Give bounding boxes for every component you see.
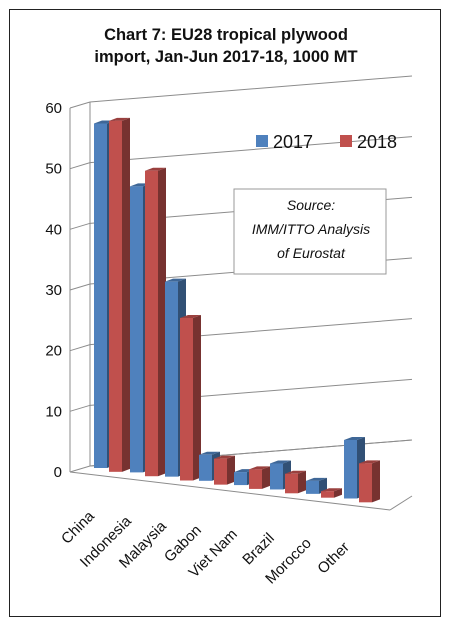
y-tick-labels: 0 10 20 30 40 50 60 <box>45 100 62 481</box>
bar-top <box>165 278 186 282</box>
bar-front <box>165 281 178 477</box>
bar-front <box>321 491 334 498</box>
floor-right-edge <box>389 495 413 511</box>
bar-gabon-2018 <box>214 455 235 485</box>
bar-top <box>321 488 342 492</box>
y-tick-label: 20 <box>45 343 62 360</box>
source-line-1: Source: <box>287 197 335 213</box>
chart-title: Chart 7: EU28 tropical plywood import, J… <box>0 24 452 68</box>
bar-side <box>262 466 270 489</box>
bar-top <box>270 460 291 464</box>
gridline <box>69 75 413 109</box>
bar-top <box>249 466 270 470</box>
legend-swatch-2017 <box>256 135 268 147</box>
bar-side <box>158 167 166 477</box>
legend: 2017 2018 <box>256 132 397 152</box>
y-tick-label: 10 <box>45 403 62 420</box>
bar-morocco-2018 <box>321 488 342 498</box>
x-tick-label: Brazil <box>239 530 278 569</box>
bar-front <box>180 317 193 481</box>
legend-label-2017: 2017 <box>273 132 313 152</box>
bar-side <box>298 470 306 494</box>
bar-morocco-2017 <box>306 477 327 494</box>
source-box <box>233 188 387 275</box>
legend-label-2018: 2018 <box>357 132 397 152</box>
legend-swatch-2018 <box>340 135 352 147</box>
bar-front <box>199 454 212 481</box>
y-tick-label: 30 <box>45 282 62 299</box>
bar-top <box>306 477 327 481</box>
y-tick-label: 0 <box>54 464 62 481</box>
bar-front <box>130 186 143 473</box>
chart-frame <box>9 9 441 617</box>
bar-front <box>306 480 319 494</box>
y-tick-label: 50 <box>45 161 62 178</box>
bar-front <box>109 120 122 472</box>
bar-other-2018 <box>359 460 380 503</box>
bar-side <box>122 117 130 472</box>
bar-front <box>344 440 357 499</box>
source-line-2: IMM/ITTO Analysis <box>252 221 370 237</box>
bar-malaysia-2018 <box>180 314 201 481</box>
bar-front <box>214 458 227 485</box>
source-annotation: Source: IMM/ITTO Analysis of Eurostat <box>233 188 387 275</box>
bar-side <box>193 314 201 481</box>
bar-brazil-2018 <box>285 470 306 494</box>
bar-top <box>199 451 220 455</box>
floor-front-edge <box>69 471 391 511</box>
bar-top <box>180 314 201 318</box>
x-tick-label: Other <box>314 539 353 578</box>
bar-front <box>270 463 283 490</box>
bar-viet-nam-2018 <box>249 466 270 489</box>
bar-china-2018 <box>109 117 130 472</box>
bar-front <box>359 463 372 503</box>
bar-top <box>145 167 166 171</box>
bar-side <box>334 488 342 498</box>
chart-title-line-2: import, Jan-Jun 2017-18, 1000 MT <box>94 48 358 66</box>
bar-indonesia-2018 <box>145 167 166 477</box>
bar-side <box>372 460 380 503</box>
bar-top <box>109 117 130 121</box>
bar-front <box>249 469 262 489</box>
bar-front <box>285 473 298 494</box>
bar-top <box>359 460 380 464</box>
bar-side <box>227 455 235 485</box>
bar-front <box>145 170 158 477</box>
bar-front <box>94 123 107 468</box>
x-tick-label: China <box>58 507 98 547</box>
source-line-3: of Eurostat <box>277 245 346 261</box>
bars <box>94 117 380 503</box>
bar-top <box>214 455 235 459</box>
y-tick-label: 60 <box>45 100 62 117</box>
chart-title-line-1: Chart 7: EU28 tropical plywood <box>104 26 348 44</box>
y-tick-label: 40 <box>45 221 62 238</box>
bar-top <box>285 470 306 474</box>
bar-front <box>234 472 247 486</box>
bar-top <box>344 437 365 440</box>
